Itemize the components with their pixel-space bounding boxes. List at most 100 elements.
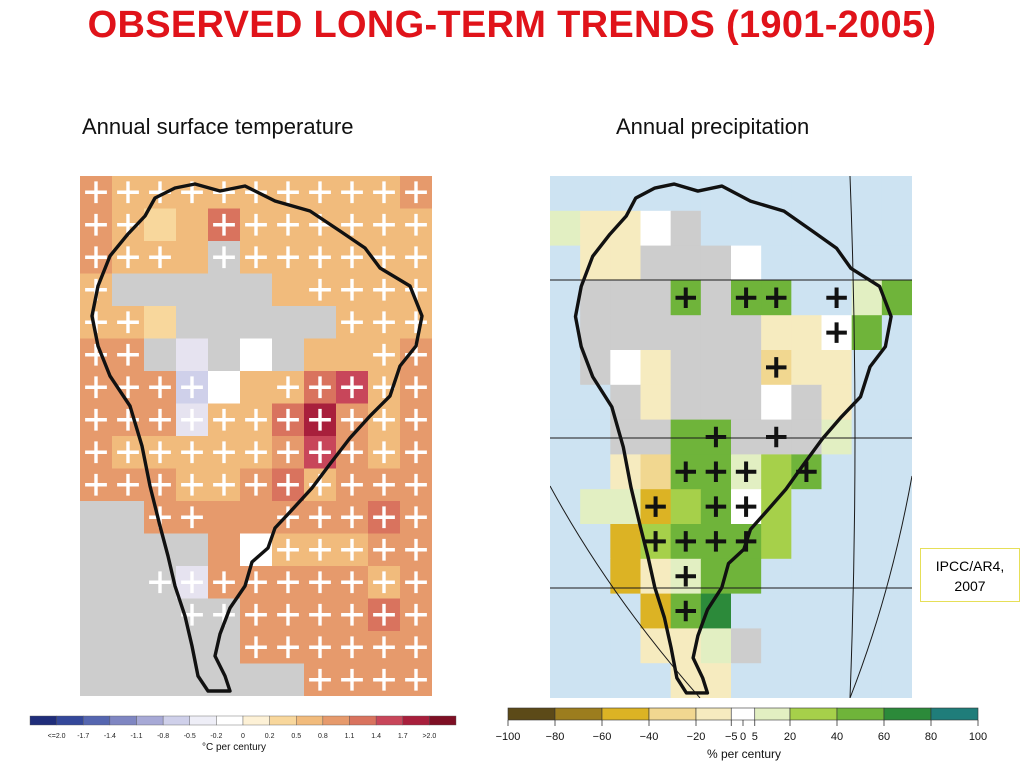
significance-marker — [213, 213, 235, 236]
map-grid-cell — [580, 454, 611, 490]
precipitation-colorbar-tick: 40 — [831, 731, 843, 743]
map-grid-cell — [851, 210, 883, 247]
map-grid-cell — [176, 241, 209, 275]
precipitation-colorbar-tick: 100 — [969, 731, 987, 743]
significance-marker — [117, 441, 139, 464]
map-grid-cell — [821, 628, 853, 664]
significance-marker — [765, 426, 787, 448]
map-grid-cell — [700, 384, 732, 421]
map-grid-cell — [670, 176, 702, 212]
significance-marker — [735, 461, 757, 483]
precipitation-colorbar-tick: 80 — [925, 731, 937, 743]
significance-marker — [277, 571, 299, 594]
significance-marker — [149, 571, 171, 594]
significance-marker — [277, 473, 299, 496]
significance-marker — [373, 213, 395, 236]
map-grid-cell — [610, 176, 642, 212]
map-grid-cell — [144, 306, 177, 340]
precipitation-colorbar-swatch — [601, 707, 650, 721]
precipitation-colorbar: −100 −80 −60 −40 −20 −5 0 5 20 40 60 80 100 % per ce… — [496, 707, 987, 761]
temperature-panel-title: Annual surface temperature — [82, 114, 354, 139]
map-grid-cell — [144, 598, 177, 632]
map-grid-cell — [240, 306, 273, 340]
map-grid-cell — [821, 350, 853, 386]
significance-marker — [341, 571, 363, 594]
temperature-trend-map — [80, 176, 432, 696]
significance-marker — [309, 571, 331, 594]
map-grid-cell — [761, 489, 792, 525]
precipitation-colorbar-tick: −5 — [725, 731, 738, 743]
temperature-colorbar-tick: 1.7 — [398, 733, 408, 740]
significance-marker — [245, 571, 267, 594]
significance-marker — [213, 571, 235, 594]
map-grid-cell — [580, 593, 611, 629]
map-grid-cell — [144, 533, 177, 567]
significance-marker — [277, 506, 299, 529]
map-grid-cell — [176, 338, 209, 372]
source-note: IPCC/AR4, 2007 — [920, 548, 1020, 602]
map-grid-cell — [112, 598, 145, 632]
map-grid-cell — [550, 210, 581, 247]
significance-marker — [341, 603, 363, 626]
temperature-colorbar-tick: >2.0 — [422, 733, 436, 740]
map-grid-cell — [851, 628, 883, 664]
map-grid-cell — [821, 663, 853, 698]
map-grid-cell — [821, 419, 853, 455]
map-grid-cell — [176, 208, 209, 242]
significance-marker — [213, 473, 235, 496]
significance-marker — [117, 181, 139, 204]
map-grid-cell — [80, 598, 113, 632]
significance-marker — [277, 181, 299, 204]
significance-marker — [735, 496, 757, 517]
map-grid-cell — [240, 371, 273, 405]
map-grid-cell — [610, 315, 642, 351]
map-grid-cell — [881, 593, 912, 629]
map-grid-cell — [610, 350, 642, 386]
significance-marker — [213, 441, 235, 464]
significance-marker — [85, 408, 107, 431]
precipitation-trend-map — [550, 176, 912, 698]
map-grid-cell — [851, 419, 883, 455]
precipitation-colorbar-swatch — [930, 707, 979, 721]
significance-marker — [309, 278, 331, 301]
map-grid-cell — [580, 384, 611, 421]
map-grid-cell — [144, 663, 177, 696]
map-grid-cell — [610, 245, 642, 281]
significance-marker — [341, 668, 363, 691]
significance-marker — [277, 408, 299, 431]
significance-marker — [373, 571, 395, 594]
map-grid-cell — [272, 306, 305, 340]
precipitation-colorbar-swatch — [883, 707, 932, 721]
significance-marker — [277, 538, 299, 561]
map-grid-cell — [731, 593, 762, 629]
temperature-colorbar-swatch — [242, 715, 270, 726]
significance-marker — [277, 603, 299, 626]
map-grid-cell — [550, 663, 581, 698]
map-grid-cell — [640, 454, 672, 490]
map-grid-cell — [761, 558, 792, 595]
significance-marker — [245, 473, 267, 496]
map-grid-cell — [821, 384, 853, 421]
significance-marker — [245, 246, 267, 269]
map-grid-cell — [80, 631, 113, 665]
map-grid-cell — [851, 489, 883, 525]
temperature-colorbar-swatch — [429, 715, 457, 726]
map-grid-cell — [550, 245, 581, 281]
map-grid-cell — [821, 593, 853, 629]
map-grid-cell — [791, 593, 823, 629]
map-grid-cell — [881, 350, 912, 386]
significance-marker — [405, 408, 427, 431]
map-grid-cell — [851, 245, 883, 281]
significance-marker — [373, 538, 395, 561]
map-grid-cell — [144, 208, 177, 242]
significance-marker — [213, 408, 235, 431]
map-grid-cell — [640, 419, 672, 455]
map-grid-cell — [550, 628, 581, 664]
significance-marker — [675, 287, 697, 309]
significance-marker — [149, 473, 171, 496]
map-grid-cell — [791, 350, 823, 386]
significance-marker — [341, 376, 363, 399]
precipitation-colorbar-tick: −80 — [546, 731, 565, 743]
significance-marker — [85, 441, 107, 464]
significance-marker — [765, 287, 787, 309]
